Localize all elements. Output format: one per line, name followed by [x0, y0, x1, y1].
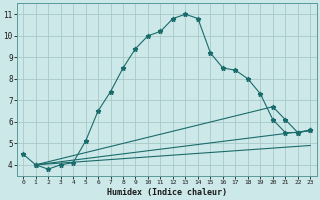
X-axis label: Humidex (Indice chaleur): Humidex (Indice chaleur)	[107, 188, 227, 197]
